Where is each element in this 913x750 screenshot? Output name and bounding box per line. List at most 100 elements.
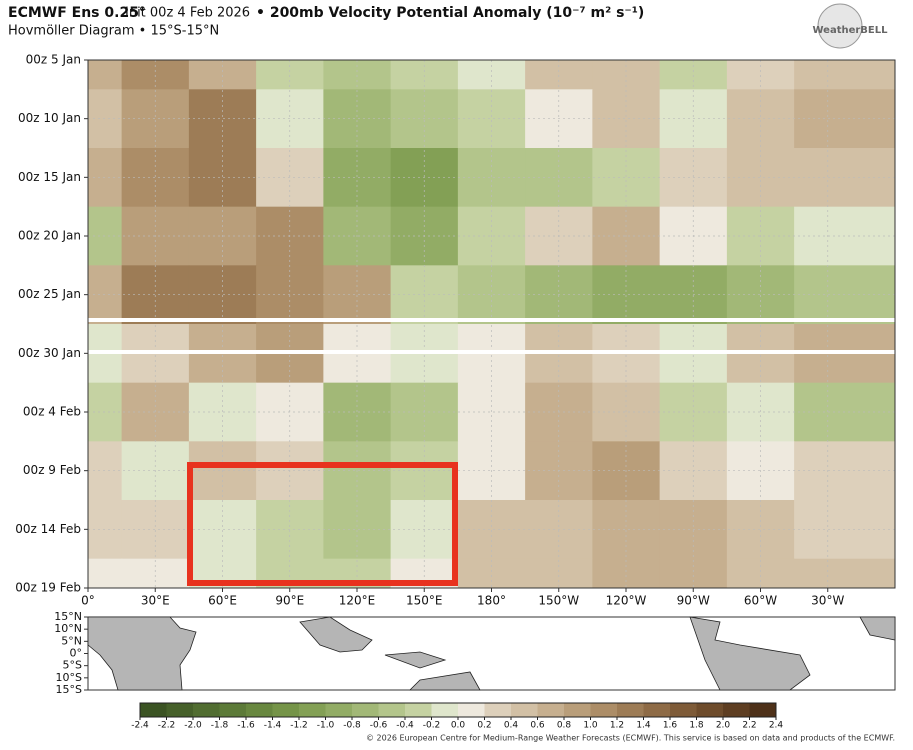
west-africa [859,616,896,641]
field-cell [659,60,728,90]
field-cell [592,60,661,90]
south-america [689,616,811,691]
colorbar-tick-label: -1.4 [264,721,282,731]
field-cell [726,60,795,90]
colorbar-swatch [749,703,777,717]
x-tick-label: 120°W [606,594,647,608]
colorbar-tick-label: 2.4 [769,721,784,731]
map-lat-label: 15°N [54,610,82,623]
x-tick-label: 90°E [275,594,304,608]
credit: © 2026 European Centre for Medium-Range … [366,734,895,743]
colorbar-tick-label: -0.2 [423,721,441,731]
y-tick-label: 00z 25 Jan [18,287,81,301]
colorbar-swatch [352,703,379,717]
field-cell [525,558,593,588]
colorbar-tick-label: -1.0 [317,721,335,731]
new-guinea [384,651,447,669]
map-lat-label: 5°S [63,659,82,672]
map [87,616,896,691]
colorbar-tick-label: -2.2 [158,721,176,731]
field-cell [323,60,392,90]
colorbar-swatch [193,703,220,717]
colorbar-tick-label: 0.8 [557,721,572,731]
x-tick-label: 30°E [141,594,170,608]
axes: 0° 30°E 60°E 90°E 120°E 150°E 180° 150°W 120°W 90… [15,53,895,608]
x-tick-label: 150°W [538,594,579,608]
y-tick-label: 00z 4 Feb [23,405,81,419]
colorbar-swatch [537,703,565,717]
colorbar-swatch [696,703,724,717]
field-cell [256,60,324,90]
colorbar-tick-label: -1.2 [290,721,308,731]
field-cell [188,500,257,560]
colorbar-tick-label: 2.2 [742,721,756,731]
colorbar-tick-label: -2.0 [184,721,202,731]
init-label: Init 00z 4 Feb 2026 [125,6,250,21]
colorbar-swatch [378,703,406,717]
x-tick-label: 120°E [339,594,376,608]
colorbar-swatch [670,703,697,717]
colorbar-tick-label: 1.6 [663,721,678,731]
colorbar-tick-label: 1.2 [610,721,624,731]
colorbar-swatch [299,703,326,717]
colorbar-tick-label: 0.4 [504,721,519,731]
y-tick-label: 00z 14 Feb [15,522,81,536]
colorbar-swatch [564,703,591,717]
colorbar-tick-label: -2.4 [131,721,149,731]
colorbar-swatch [723,703,750,717]
colorbar-swatch [431,703,459,717]
map-lat-label: 15°S [56,683,82,696]
field-cell [188,60,257,90]
y-tick-label: 00z 19 Feb [15,581,81,595]
field [88,60,895,588]
map-lat-label: 5°N [61,634,82,647]
y-tick-label: 00z 15 Jan [18,170,81,184]
map-lat-label: 0° [70,647,83,660]
colorbar-swatch [458,703,485,717]
field-cell [121,60,190,90]
logo-mark [817,3,863,49]
colorbar-swatch [511,703,538,717]
colorbar-swatch [140,703,167,717]
field-cell [457,558,526,588]
colorbar-swatch [325,703,353,717]
field-cell [794,558,895,588]
x-tick-label: 0° [81,594,95,608]
y-tick-label: 00z 5 Jan [26,53,81,67]
field-cell [188,89,257,149]
colorbar-tick-label: 1.8 [689,721,704,731]
colorbar-tick-label: -0.8 [343,721,361,731]
title-main: • 200mb Velocity Potential Anomaly (10⁻⁷… [256,5,644,21]
subtitle: Hovmöller Diagram • 15°S-15°N [8,24,219,39]
field-cell [390,60,459,90]
missing-gap [88,350,895,354]
field-cell [659,558,728,588]
colorbar-swatch [617,703,644,717]
y-tick-label: 00z 30 Jan [18,346,81,360]
x-tick-label: 30°W [811,594,844,608]
colorbar-tick-label: 2.0 [716,721,731,731]
logo: WeatherBELL [812,25,888,36]
map-lat-label: 10°N [54,622,82,635]
field-cell [188,148,257,208]
colorbar-swatch [484,703,512,717]
field-cell [794,60,895,90]
title: ECMWF Ens 0.25° [8,5,146,21]
colorbar-tick-label: 1.0 [583,721,598,731]
missing-gap [88,318,895,322]
colorbar-swatch [246,703,273,717]
maritime-continent [299,616,373,653]
x-tick-label: 60°W [744,594,777,608]
africa [87,616,197,691]
field-cell [525,60,593,90]
colorbar-swatch [272,703,300,717]
field-cell [88,60,123,90]
colorbar: -2.4 -2.2 -2.0 -1.8 -1.6 -1.4 -1.2 -1.0 -0.8 -0.6… [131,702,784,731]
colorbar-tick-label: 1.4 [636,721,651,731]
y-tick-label: 00z 20 Jan [18,229,81,243]
colorbar-swatch [590,703,618,717]
colorbar-tick-label: 0.2 [477,721,491,731]
field-cell [726,558,795,588]
colorbar-tick-label: -1.6 [237,721,255,731]
x-tick-label: 180° [477,594,506,608]
